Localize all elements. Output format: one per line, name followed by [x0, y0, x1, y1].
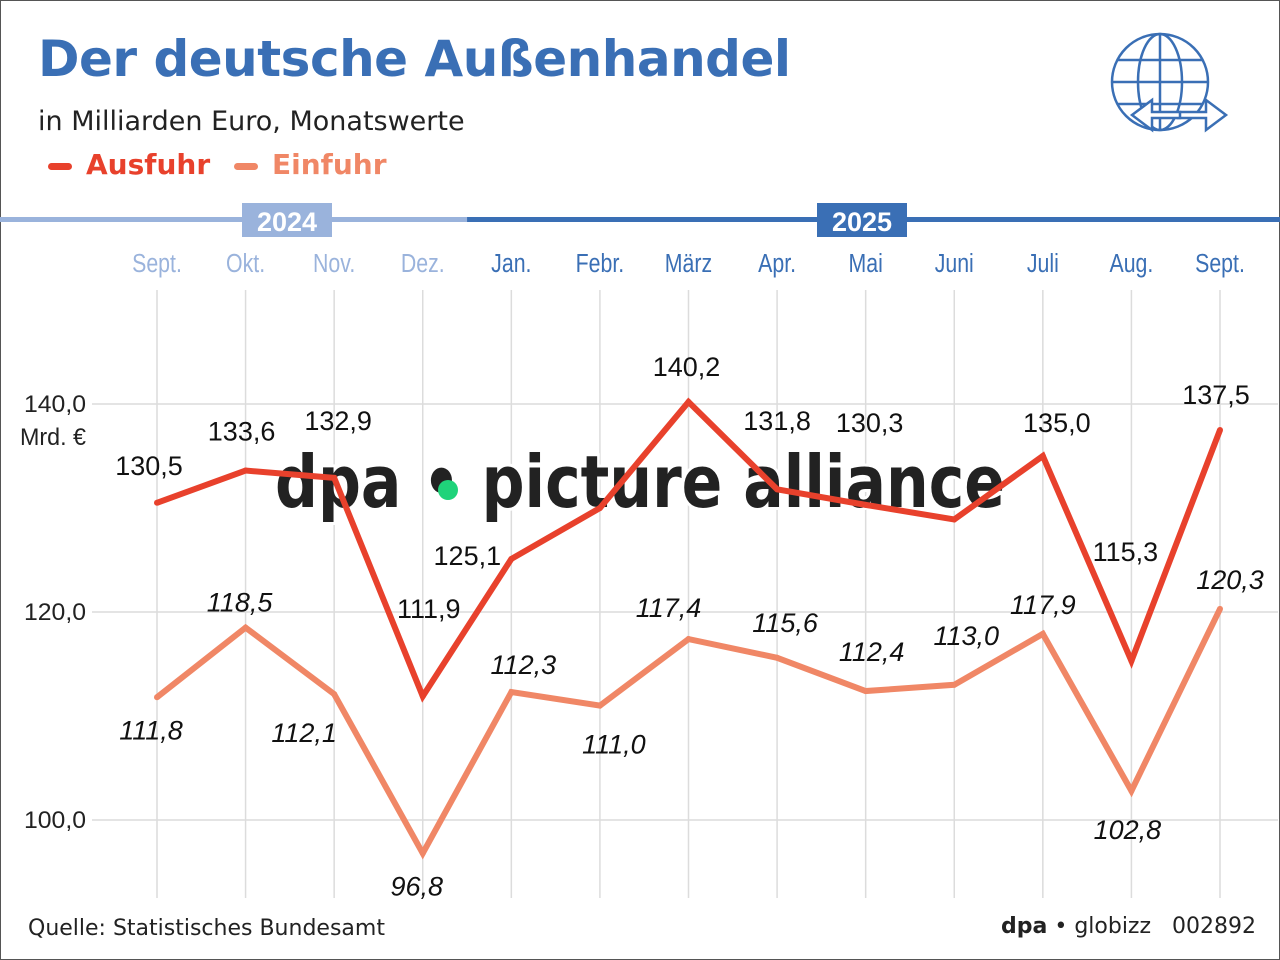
- data-point: [862, 688, 869, 695]
- x-tick-label: Sept.: [132, 249, 182, 279]
- x-tick-label: Febr.: [576, 249, 625, 279]
- year-badge-2024: [242, 203, 332, 237]
- year-label: 2024: [257, 207, 317, 237]
- globe-icon-part: [1176, 97, 1229, 133]
- year-badge-2025: [817, 203, 907, 237]
- data-label: 112,1: [271, 718, 337, 748]
- graphic-code: 002892: [1172, 914, 1256, 939]
- data-point: [596, 505, 603, 511]
- data-label: 115,6: [752, 608, 819, 638]
- data-label: 140,2: [653, 352, 721, 382]
- data-label: 118,5: [207, 588, 274, 618]
- brand-footer: dpa • globizz 002892: [1001, 914, 1256, 939]
- y-tick-label: 140,0: [24, 391, 86, 418]
- data-point: [419, 693, 426, 700]
- data-label: 133,6: [208, 417, 276, 447]
- data-label: 135,0: [1023, 408, 1091, 438]
- data-point: [951, 516, 958, 523]
- data-point: [331, 691, 338, 698]
- data-point: [1217, 605, 1223, 612]
- data-label: 115,3: [1093, 537, 1159, 567]
- year-band-2024: [0, 217, 468, 222]
- x-tick-label: März: [665, 249, 712, 279]
- chart-title: Der deutsche Außenhandel: [38, 30, 791, 88]
- data-point: [508, 689, 515, 696]
- data-point: [862, 501, 869, 508]
- globe-icon-part: [1129, 97, 1182, 133]
- x-tick-label: Juli: [1027, 249, 1059, 279]
- chart-subtitle: in Milliarden Euro, Monatswerte: [38, 106, 465, 137]
- data-label: 117,9: [1010, 590, 1076, 620]
- x-tick-label: Nov.: [313, 249, 355, 279]
- data-point: [154, 694, 160, 701]
- data-label: 96,8: [390, 871, 443, 901]
- data-label: 111,0: [582, 730, 646, 760]
- data-label: 137,5: [1182, 380, 1250, 410]
- x-tick-label: Jan.: [491, 249, 531, 279]
- legend-einfuhr: Einfuhr: [234, 148, 387, 181]
- data-point: [1217, 427, 1223, 433]
- data-label: 111,9: [397, 594, 461, 624]
- brand-name: globizz: [1074, 914, 1152, 939]
- data-point: [242, 624, 249, 631]
- data-point: [1039, 453, 1046, 459]
- data-point: [774, 486, 781, 493]
- legend-label: Einfuhr: [272, 148, 387, 181]
- data-point: [242, 467, 249, 474]
- data-label: 112,4: [839, 637, 905, 667]
- legend-swatch: [234, 162, 258, 170]
- x-tick-label: Apr.: [758, 249, 796, 279]
- legend-swatch: [48, 162, 72, 170]
- y-unit-label: Mrd. €: [20, 424, 87, 451]
- data-point: [596, 702, 603, 709]
- data-point: [951, 681, 958, 688]
- legend-ausfuhr: Ausfuhr: [48, 148, 210, 181]
- x-tick-label: Sept.: [1195, 249, 1245, 279]
- data-label: 112,3: [491, 650, 557, 680]
- y-tick-label: 100,0: [24, 807, 86, 834]
- data-point: [154, 499, 160, 506]
- data-point: [685, 636, 692, 643]
- data-label: 102,8: [1094, 815, 1162, 845]
- x-tick-label: Mai: [848, 249, 882, 279]
- data-label: 120,3: [1196, 565, 1264, 595]
- data-point: [685, 398, 692, 405]
- data-point: [508, 555, 515, 562]
- data-point: [774, 654, 781, 661]
- data-label: 117,4: [636, 593, 702, 623]
- data-label: 132,9: [304, 406, 372, 436]
- data-label: 111,8: [119, 715, 183, 745]
- data-point: [419, 850, 426, 857]
- x-tick-label: Juni: [935, 249, 974, 279]
- data-point: [1128, 787, 1135, 794]
- watermark-dot: [438, 480, 458, 500]
- brand-logo: dpa: [1001, 914, 1048, 939]
- data-label: 130,3: [836, 408, 904, 438]
- data-label: 131,8: [743, 406, 811, 436]
- data-label: 113,0: [933, 621, 999, 651]
- data-point: [331, 474, 338, 481]
- year-label: 2025: [832, 207, 892, 237]
- data-label: 125,1: [434, 541, 502, 571]
- x-tick-label: Aug.: [1109, 249, 1153, 279]
- x-tick-label: Dez.: [401, 249, 445, 279]
- legend-label: Ausfuhr: [86, 148, 211, 181]
- globe-with-arrows-icon: [1110, 32, 1229, 133]
- y-tick-label: 120,0: [24, 599, 86, 626]
- source-note: Quelle: Statistisches Bundesamt: [28, 916, 385, 941]
- data-point: [1128, 657, 1135, 664]
- data-label: 130,5: [115, 451, 183, 481]
- x-tick-label: Okt.: [226, 249, 265, 279]
- data-point: [1039, 630, 1046, 637]
